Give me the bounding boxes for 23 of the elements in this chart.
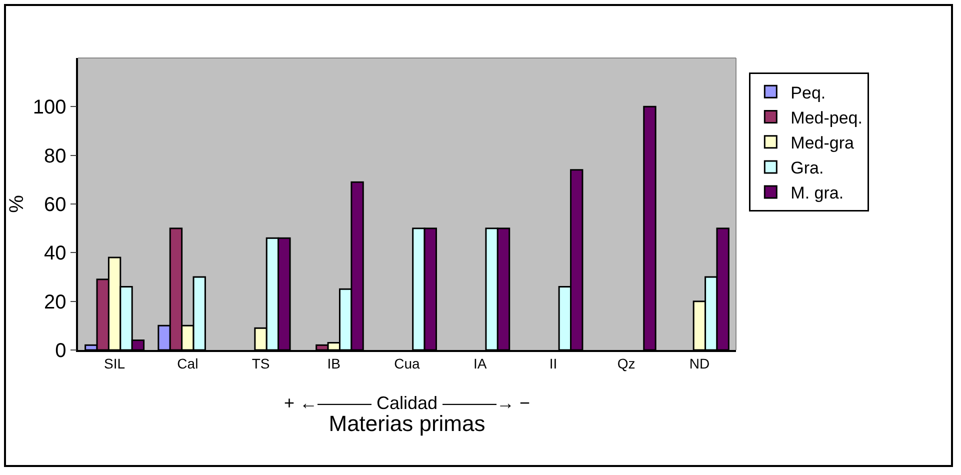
x-tick-label: Cua [394,356,420,372]
legend-label: Med-gra [790,133,855,152]
x-tick-label: IA [473,356,488,372]
x-tick-label: II [549,356,558,372]
y-tick-label: 20 [44,291,66,314]
x-tick-label: Qz [617,356,636,372]
text: + ←——— Calidad ———→ − [284,393,530,413]
x-tick-label: ND [689,356,710,372]
x-axis-title: Materias primas [328,410,486,436]
legend-label: M. gra. [790,184,844,203]
y-tick-label: 40 [44,242,66,265]
legend-label: Med-peq. [790,108,862,128]
y-tick-label: 100 [32,96,66,119]
y-axis-title: % [6,194,28,213]
x-tick-label: TS [252,356,270,372]
x-tick-label: IB [327,356,341,372]
x-tick-label: Cal [177,356,198,372]
y-tick-label: 80 [44,145,66,168]
legend-label: Peq. [790,83,826,102]
legend-label: Gra. [790,158,824,178]
y-tick-label: 0 [55,340,66,362]
x-tick-label: SIL [104,356,126,372]
y-tick-label: 60 [44,194,66,216]
